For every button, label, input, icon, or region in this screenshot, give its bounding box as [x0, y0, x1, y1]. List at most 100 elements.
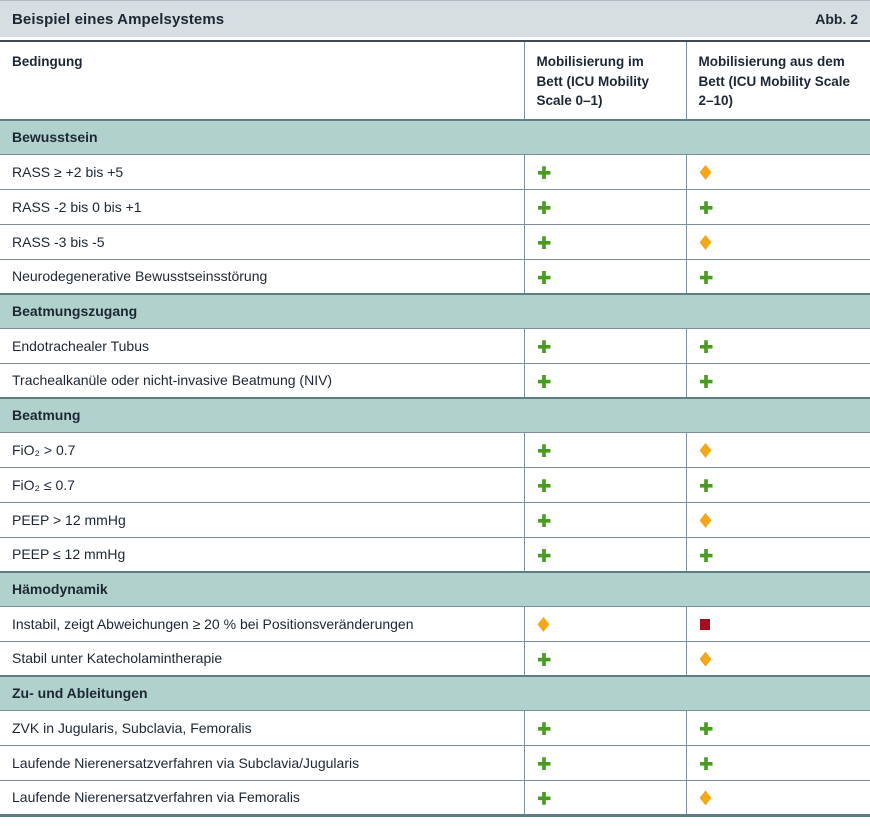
section-row: Beatmung — [0, 397, 870, 433]
out-of-bed-status-cell — [685, 154, 870, 190]
green-plus-icon — [537, 444, 551, 458]
green-plus-icon — [537, 166, 551, 180]
in-bed-status-cell — [523, 224, 686, 260]
out-of-bed-status-cell — [685, 780, 870, 816]
table-row: ZVK in Jugularis, Subclavia, Femoralis — [0, 710, 870, 746]
condition-label: Stabil unter Katecholamintherapie — [0, 641, 524, 677]
table-row: RASS -3 bis -5 — [0, 224, 870, 260]
green-plus-icon — [699, 722, 713, 736]
green-plus-icon — [699, 757, 713, 771]
out-of-bed-status-cell — [685, 224, 870, 260]
green-plus-icon — [537, 549, 551, 563]
yellow-diamond-icon — [699, 651, 712, 667]
condition-label: Endotrachealer Tubus — [0, 328, 524, 364]
section-header-cell: Beatmung — [0, 397, 870, 433]
section-row: Hämodynamik — [0, 571, 870, 607]
red-square-icon — [699, 619, 710, 631]
yellow-diamond-icon — [699, 164, 712, 180]
condition-label: Laufende Nierenersatzverfahren via Femor… — [0, 780, 524, 816]
section-row: Beatmungszugang — [0, 293, 870, 329]
yellow-diamond-icon — [699, 512, 712, 528]
in-bed-status-cell — [523, 780, 686, 816]
figure-title-bar: Beispiel eines Ampelsystems Abb. 2 — [0, 1, 870, 37]
green-plus-icon — [537, 236, 551, 250]
green-plus-icon — [537, 514, 551, 528]
out-of-bed-status-cell — [685, 328, 870, 364]
out-of-bed-status-cell — [685, 363, 870, 399]
green-plus-icon — [699, 271, 713, 285]
figure-number: Abb. 2 — [815, 11, 858, 27]
green-plus-icon — [537, 201, 551, 215]
green-plus-icon — [699, 549, 713, 563]
green-plus-icon — [699, 201, 713, 215]
green-plus-icon — [699, 375, 713, 389]
condition-label: Trachealkanüle oder nicht-invasive Beatm… — [0, 363, 524, 399]
condition-label: PEEP ≤ 12 mmHg — [0, 537, 524, 573]
table-row: RASS -2 bis 0 bis +1 — [0, 189, 870, 225]
green-plus-icon — [537, 271, 551, 285]
condition-label: RASS -2 bis 0 bis +1 — [0, 189, 524, 225]
green-plus-icon — [537, 757, 551, 771]
in-bed-status-cell — [523, 710, 686, 746]
in-bed-status-cell — [523, 189, 686, 225]
out-of-bed-status-cell — [685, 745, 870, 781]
table-row: RASS ≥ +2 bis +5 — [0, 154, 870, 190]
out-of-bed-status-cell — [685, 467, 870, 503]
section-row: Bewusstsein — [0, 119, 870, 155]
section-header-cell: Zu- und Ableitungen — [0, 675, 870, 711]
green-plus-icon — [537, 722, 551, 736]
ampel-system-table: Bedingung Mobilisierung im Bett (ICU Mob… — [0, 42, 870, 817]
section-header-cell: Hämodynamik — [0, 571, 870, 607]
in-bed-status-cell — [523, 432, 686, 468]
green-plus-icon — [537, 340, 551, 354]
out-of-bed-status-cell — [685, 710, 870, 746]
condition-label: Instabil, zeigt Abweichungen ≥ 20 % bei … — [0, 606, 524, 642]
green-plus-icon — [537, 375, 551, 389]
condition-label: PEEP > 12 mmHg — [0, 502, 524, 538]
in-bed-status-cell — [523, 537, 686, 573]
condition-label: RASS -3 bis -5 — [0, 224, 524, 260]
green-plus-icon — [699, 479, 713, 493]
column-header-mobilisierung-aus-dem-bett: Mobilisierung aus dem Bett (ICU Mobility… — [685, 42, 870, 120]
table-row: Laufende Nierenersatzverfahren via Subcl… — [0, 745, 870, 781]
condition-label: Neurodegenerative Bewusstseinsstörung — [0, 259, 524, 295]
table-row: FiO₂ ≤ 0.7 — [0, 467, 870, 503]
in-bed-status-cell — [523, 745, 686, 781]
table-row: Laufende Nierenersatzverfahren via Femor… — [0, 780, 870, 816]
table-body: Bewusstsein RASS ≥ +2 bis +5 RASS -2 bis 0… — [0, 119, 870, 816]
condition-label: RASS ≥ +2 bis +5 — [0, 154, 524, 190]
yellow-diamond-icon — [699, 234, 712, 250]
in-bed-status-cell — [523, 502, 686, 538]
table-row: FiO₂ > 0.7 — [0, 432, 870, 468]
table-row: PEEP > 12 mmHg — [0, 502, 870, 538]
condition-label: Laufende Nierenersatzverfahren via Subcl… — [0, 745, 524, 781]
title-divider-rule — [0, 40, 870, 42]
section-header-cell: Bewusstsein — [0, 119, 870, 155]
table-row: PEEP ≤ 12 mmHg — [0, 537, 870, 573]
in-bed-status-cell — [523, 154, 686, 190]
out-of-bed-status-cell — [685, 641, 870, 677]
out-of-bed-status-cell — [685, 432, 870, 468]
table-row: Neurodegenerative Bewusstseinsstörung — [0, 259, 870, 295]
section-header-cell: Beatmungszugang — [0, 293, 870, 329]
green-plus-icon — [537, 791, 551, 805]
table-row: Endotrachealer Tubus — [0, 328, 870, 364]
in-bed-status-cell — [523, 641, 686, 677]
condition-label: FiO₂ ≤ 0.7 — [0, 467, 524, 503]
green-plus-icon — [537, 653, 551, 667]
figure-title: Beispiel eines Ampelsystems — [12, 10, 225, 28]
out-of-bed-status-cell — [685, 537, 870, 573]
in-bed-status-cell — [523, 363, 686, 399]
table-header-row: Bedingung Mobilisierung im Bett (ICU Mob… — [0, 42, 870, 120]
condition-label: FiO₂ > 0.7 — [0, 432, 524, 468]
column-header-mobilisierung-im-bett: Mobilisierung im Bett (ICU Mobility Scal… — [523, 42, 686, 120]
in-bed-status-cell — [523, 328, 686, 364]
table-row: Trachealkanüle oder nicht-invasive Beatm… — [0, 363, 870, 399]
yellow-diamond-icon — [537, 616, 550, 632]
in-bed-status-cell — [523, 606, 686, 642]
yellow-diamond-icon — [699, 442, 712, 458]
column-header-bedingung: Bedingung — [0, 42, 524, 120]
green-plus-icon — [537, 479, 551, 493]
out-of-bed-status-cell — [685, 502, 870, 538]
